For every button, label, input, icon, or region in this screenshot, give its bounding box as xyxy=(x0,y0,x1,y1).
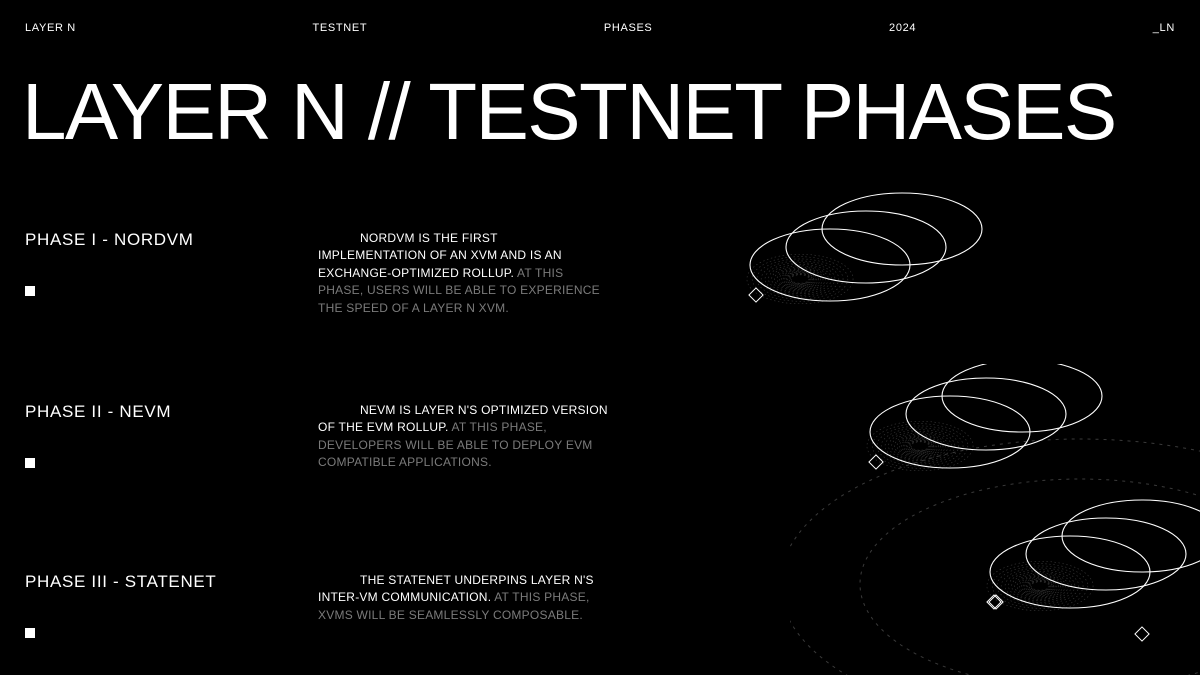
nav-item-testnet: TESTNET xyxy=(313,22,368,40)
phase3-marker-icon xyxy=(25,628,35,638)
nav-item-ln: _LN xyxy=(1153,22,1175,40)
top-nav: LAYER N TESTNET PHASES 2024 _LN xyxy=(0,22,1200,40)
phase2-body: NEVM IS LAYER N'S OPTIMIZED VERSION OF T… xyxy=(318,402,608,472)
nav-item-layern: LAYER N xyxy=(25,22,76,40)
phase2-title: PHASE II - NEVM xyxy=(25,402,171,422)
page-root: LAYER N TESTNET PHASES 2024 _LN LAYER N … xyxy=(0,0,1200,675)
phase1-body: NORDVM IS THE FIRST IMPLEMENTATION OF AN… xyxy=(318,230,608,317)
phase-row-1: PHASE I - NORDVM NORDVM IS THE FIRST IMP… xyxy=(0,210,1200,360)
phase1-marker-icon xyxy=(25,286,35,296)
phase2-marker-icon xyxy=(25,458,35,468)
phase-row-3: PHASE III - STATENET THE STATENET UNDERP… xyxy=(0,552,1200,675)
page-title: LAYER N // TESTNET PHASES xyxy=(22,72,1116,152)
phase3-body: THE STATENET UNDERPINS LAYER N'S INTER-V… xyxy=(318,572,608,624)
nav-item-year: 2024 xyxy=(889,22,916,40)
phase-row-2: PHASE II - NEVM NEVM IS LAYER N'S OPTIMI… xyxy=(0,382,1200,532)
nav-item-phases: PHASES xyxy=(604,22,653,40)
phase3-title: PHASE III - STATENET xyxy=(25,572,217,592)
phase1-title: PHASE I - NORDVM xyxy=(25,230,194,250)
